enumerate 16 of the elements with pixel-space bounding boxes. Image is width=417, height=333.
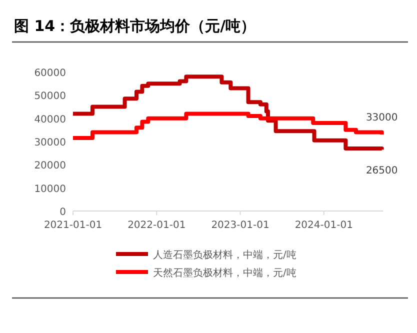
annotation: 26500: [366, 166, 398, 177]
y-tick-label: 0: [60, 207, 66, 218]
y-tick-label: 50000: [34, 91, 66, 102]
annotation: 33000: [366, 112, 398, 124]
legend-label: 人造石墨负极材料，中端，元/吨: [153, 249, 296, 261]
y-tick-label: 20000: [34, 160, 66, 172]
y-tick-label: 40000: [34, 114, 66, 126]
y-tick-label: 60000: [34, 68, 66, 79]
legend-label: 天然石墨负极材料，中端，元/吨: [153, 267, 296, 279]
x-tick-label: 2021-01-01: [44, 220, 102, 231]
chart-title: 图 14：负极材料市场均价（元/吨）: [14, 17, 256, 35]
x-tick-label: 2024-01-01: [294, 220, 353, 231]
y-tick-label: 10000: [34, 184, 66, 195]
y-tick-label: 30000: [34, 138, 66, 148]
x-tick-label: 2023-01-01: [211, 220, 270, 231]
x-tick-label: 2022-01-01: [128, 220, 186, 231]
